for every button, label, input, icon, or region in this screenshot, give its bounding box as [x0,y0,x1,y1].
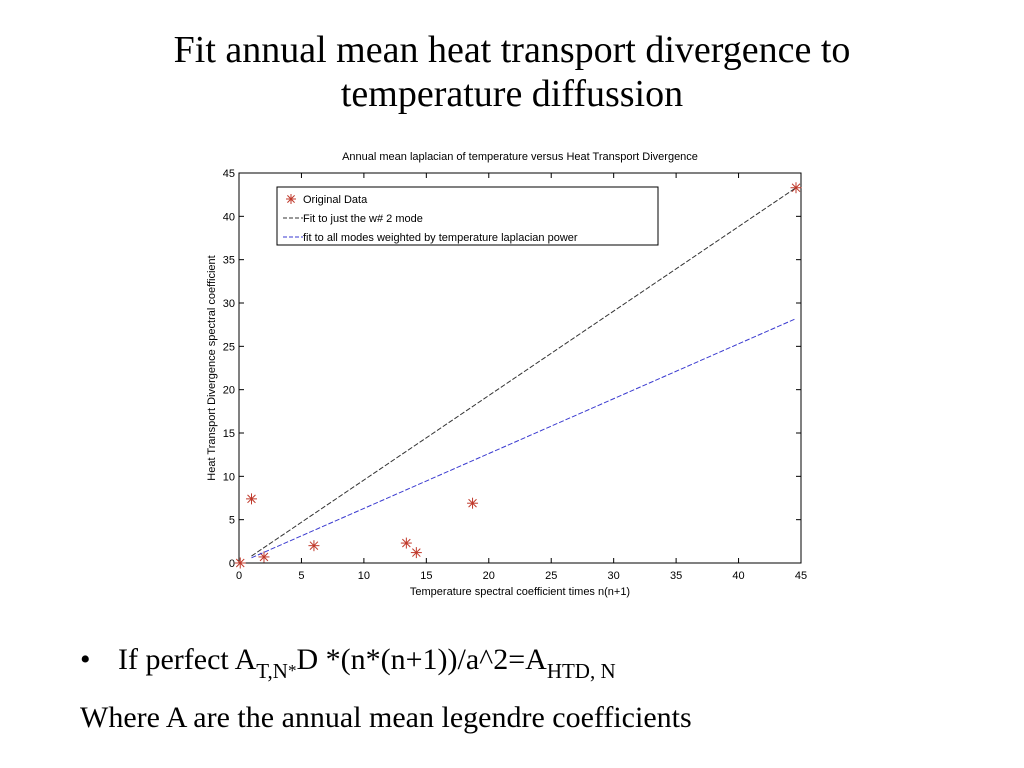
chart-title: Annual mean laplacian of temperature ver… [342,151,698,163]
x-tick-label: 5 [298,570,304,582]
series-line-2 [251,318,797,559]
slide-title-line1: Fit annual mean heat transport divergenc… [173,29,851,71]
bullet-subscript-1: T,N [256,659,288,683]
data-point [258,551,270,563]
x-tick-label: 45 [795,570,807,582]
data-point [245,493,257,505]
bullet-marker: • [80,643,91,676]
y-tick-label: 30 [223,298,235,310]
x-tick-label: 35 [670,570,682,582]
x-tick-label: 25 [545,570,557,582]
x-tick-label: 20 [483,570,495,582]
y-axis-label: Heat Transport Divergence spectral coeff… [206,255,218,480]
bullet-subscript-star: * [287,661,297,680]
x-tick-label: 30 [608,570,620,582]
y-tick-label: 20 [223,385,235,397]
y-tick-label: 45 [223,168,235,180]
data-point [400,537,412,549]
x-tick-label: 40 [732,570,744,582]
legend-label-2: fit to all modes weighted by temperature… [303,232,578,244]
bullet-subscript-2: HTD, N [546,659,616,683]
data-point [410,547,422,559]
series-line-1 [251,187,797,557]
y-tick-label: 15 [223,428,235,440]
note-text: Where A are the annual mean legendre coe… [80,701,692,734]
y-tick-label: 5 [229,515,235,527]
legend-label-0: Original Data [303,194,368,206]
x-tick-label: 0 [236,570,242,582]
y-tick-label: 40 [223,211,235,223]
data-point [308,540,320,552]
y-tick-label: 25 [223,341,235,353]
data-point [467,497,479,509]
legend-label-1: Fit to just the w# 2 mode [303,213,423,225]
y-tick-label: 0 [229,558,235,570]
bullet-middle: D *(n*(n+1))/a^2=A [296,643,547,676]
data-point [790,182,802,194]
bullet-prefix: If perfect A [118,643,257,676]
data-point [234,557,246,569]
legend-box [276,186,659,246]
plot-frame [238,172,802,564]
x-tick-label: 10 [358,570,370,582]
slide-title: Fit annual mean heat transport divergenc… [0,28,1024,116]
bullet-formula: • If perfect AT,N*D *(n*(n+1))/a^2=AHTD, … [80,643,616,683]
x-axis-label: Temperature spectral coefficient times n… [410,586,630,598]
legend-marker [286,194,296,204]
y-tick-label: 10 [223,471,235,483]
y-tick-label: 35 [223,255,235,267]
chart: Annual mean laplacian of temperature ver… [206,151,807,598]
slide-title-line2: temperature diffussion [340,73,684,115]
x-tick-label: 15 [420,570,432,582]
